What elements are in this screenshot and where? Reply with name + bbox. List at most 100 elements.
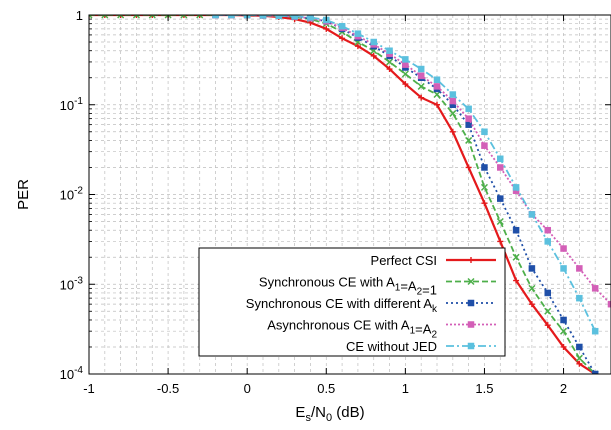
data-point xyxy=(402,56,409,63)
x-tick-label: 1.5 xyxy=(475,381,493,396)
data-point xyxy=(544,307,552,315)
data-point xyxy=(180,15,187,18)
data-point xyxy=(576,265,583,272)
x-tick-label: -0.5 xyxy=(157,381,179,396)
legend-label: Synchronous CE with A1=A2=1 xyxy=(259,275,437,298)
x-tick-label: -1 xyxy=(83,381,95,396)
data-point xyxy=(544,322,551,329)
data-point xyxy=(434,101,440,108)
data-point xyxy=(370,52,377,59)
data-point xyxy=(560,265,567,272)
y-tick-label: 1 xyxy=(76,8,83,23)
data-point xyxy=(449,91,457,98)
data-point xyxy=(386,66,393,73)
data-point xyxy=(576,294,583,302)
data-point xyxy=(433,76,441,83)
data-point xyxy=(575,354,583,362)
legend-label: Asynchronous CE with A1=A2 xyxy=(267,318,437,341)
data-point xyxy=(607,300,611,308)
grid xyxy=(88,15,611,375)
data-point xyxy=(481,142,488,149)
data-point xyxy=(497,238,504,245)
legend-label: CE without JED xyxy=(346,339,437,354)
data-point xyxy=(560,245,567,252)
data-point xyxy=(513,277,520,284)
legend-box xyxy=(198,247,506,357)
data-point xyxy=(433,83,441,90)
data-point xyxy=(465,105,472,113)
data-point xyxy=(528,211,536,218)
data-point xyxy=(418,94,425,101)
data-point xyxy=(291,15,298,20)
data-point xyxy=(591,370,599,374)
legend-item: Synchronous CE with different Ak xyxy=(246,296,496,315)
data-point xyxy=(101,15,108,18)
x-axis-title: Es/N0 (dB) xyxy=(295,404,364,424)
data-point xyxy=(512,184,520,191)
data-point xyxy=(465,136,473,144)
y-tick-label: 10-3 xyxy=(60,275,84,292)
data-point xyxy=(101,15,109,19)
x-tick-label: 2 xyxy=(560,381,567,396)
data-point xyxy=(449,109,457,117)
data-point xyxy=(528,265,536,272)
legend-label: Perfect CSI xyxy=(371,253,437,268)
x-tick-label: 1 xyxy=(402,381,409,396)
data-point xyxy=(148,15,156,19)
y-tick-label: 10-2 xyxy=(60,186,84,203)
data-point xyxy=(386,47,393,54)
data-point xyxy=(544,226,551,234)
data-point xyxy=(180,15,188,19)
data-point xyxy=(576,343,583,351)
data-point xyxy=(449,128,456,135)
legend-item: CE without JED xyxy=(346,339,496,354)
data-point xyxy=(496,217,504,226)
legend-label: Synchronous CE with different Ak xyxy=(246,296,438,315)
y-tick-label: 10-4 xyxy=(60,365,84,382)
data-point xyxy=(196,15,204,19)
axis-ticks: -1 -0.5 0 0.5 1 1.5 2 1 10-1 10-2 10-3 10-4 xyxy=(60,8,611,396)
data-point xyxy=(544,238,551,245)
legend-item: Asynchronous CE with A1=A2 xyxy=(267,318,496,341)
data-point xyxy=(132,15,140,19)
data-point xyxy=(497,195,504,202)
data-point xyxy=(196,15,203,18)
data-point xyxy=(528,301,535,308)
data-point xyxy=(401,70,409,78)
data-point xyxy=(323,25,330,32)
data-point xyxy=(275,15,283,20)
data-point xyxy=(591,285,599,292)
data-point xyxy=(512,253,520,261)
data-point xyxy=(386,58,394,66)
data-point xyxy=(544,289,551,297)
data-point xyxy=(497,155,504,163)
data-point xyxy=(307,15,314,21)
data-point xyxy=(481,128,488,136)
data-point xyxy=(339,35,346,42)
data-point xyxy=(465,115,472,122)
data-point xyxy=(449,97,457,105)
legend: Perfect CSI Synchronous CE with A1=A2=1Sy… xyxy=(198,247,506,357)
data-point xyxy=(417,65,425,73)
data-point xyxy=(497,164,504,171)
data-point xyxy=(467,342,475,350)
data-point xyxy=(433,90,441,99)
data-point xyxy=(467,321,475,328)
x-tick-label: 0.5 xyxy=(317,381,335,396)
data-point xyxy=(481,164,488,171)
data-point xyxy=(133,15,140,18)
data-point xyxy=(465,164,472,171)
data-point xyxy=(89,15,93,19)
data-point xyxy=(467,277,475,286)
data-point xyxy=(560,343,567,350)
data-point xyxy=(417,82,425,90)
y-axis-title: PER xyxy=(15,179,32,210)
data-point xyxy=(512,226,520,234)
data-point xyxy=(354,30,362,37)
data-point xyxy=(480,183,488,191)
data-point xyxy=(481,200,488,207)
data-point xyxy=(468,257,474,263)
data-point xyxy=(467,299,475,307)
data-point xyxy=(228,15,235,19)
